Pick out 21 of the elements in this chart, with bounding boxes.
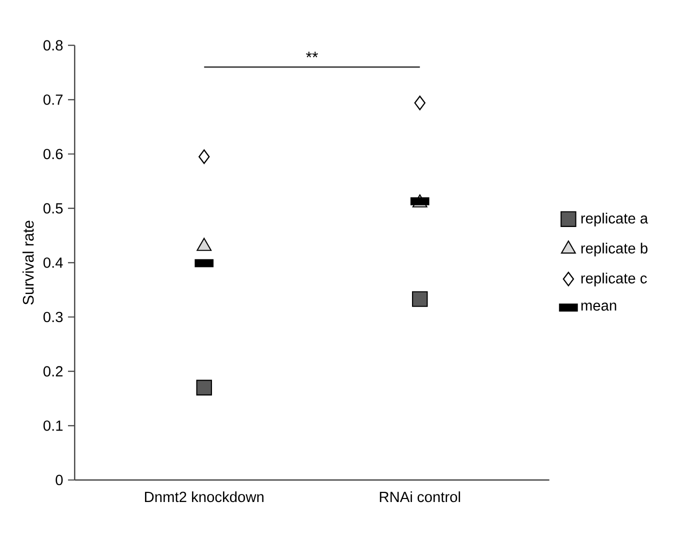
y-tick-label: 0.1	[43, 420, 63, 431]
y-tick-label: 0.2	[43, 366, 63, 377]
point	[412, 291, 428, 307]
legend-label: replicate c	[581, 272, 647, 286]
y-tick-label: 0.5	[43, 203, 63, 214]
y-tick-label: 0.7	[43, 94, 63, 105]
x-tick-label: Dnmt2 knockdown	[145, 491, 264, 502]
y-tick-label: 0	[56, 474, 63, 486]
legend-label: mean	[581, 302, 616, 311]
y-tick-label: 0.3	[43, 312, 63, 322]
legend-label: replicate a	[581, 212, 648, 226]
x-tick-label: RNAi control	[380, 491, 460, 502]
y-tick-label: 0.6	[43, 148, 63, 160]
legend-label: replicate b	[581, 242, 648, 256]
point	[198, 149, 210, 164]
annotation: **	[306, 52, 318, 58]
y-tick-label: 0.4	[43, 257, 63, 268]
y-tick-label: 0.8	[43, 40, 63, 51]
point	[414, 96, 426, 110]
point	[196, 380, 212, 396]
y-axis-title: Survival rate	[22, 220, 34, 305]
